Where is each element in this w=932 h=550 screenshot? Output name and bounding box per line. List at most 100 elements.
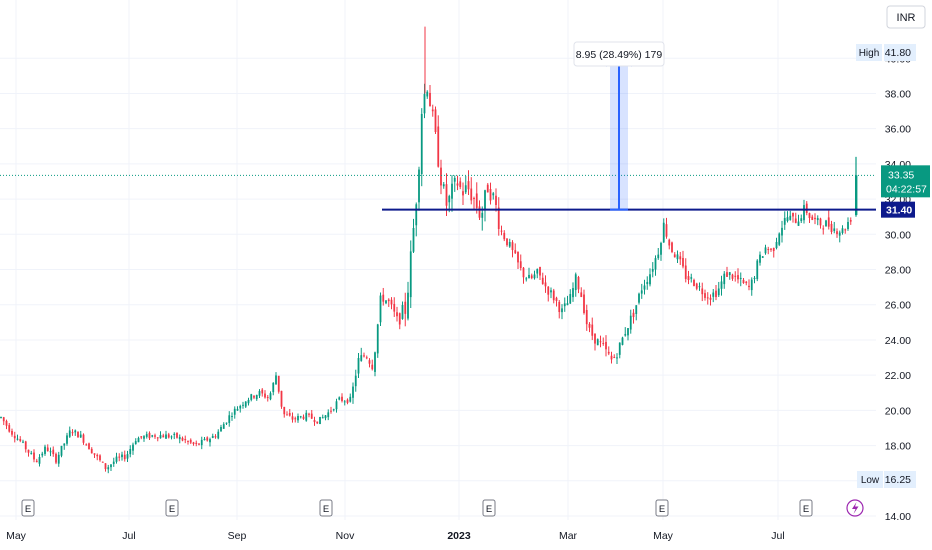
earnings-marker[interactable] — [21, 499, 35, 517]
candle-body — [618, 342, 621, 355]
candle-body — [723, 273, 726, 285]
candle-body — [313, 419, 316, 423]
candle-body — [398, 313, 401, 325]
candle-body — [519, 261, 522, 268]
candle-body — [577, 277, 580, 290]
candle-body — [110, 464, 112, 468]
candle-body — [654, 258, 657, 270]
candle-body — [319, 416, 321, 425]
candle-body — [8, 425, 11, 432]
candle-body — [761, 256, 764, 258]
candle-body — [407, 292, 409, 319]
candle-body — [453, 177, 456, 182]
time-axis[interactable]: May Jul Sep Nov 2023 Mar May Jul — [0, 520, 876, 550]
earnings-marker[interactable] — [165, 499, 179, 517]
candle-body — [244, 401, 247, 407]
candle-body — [676, 254, 679, 260]
candle-body — [396, 312, 398, 317]
candle-body — [145, 434, 148, 437]
candle-body — [264, 393, 266, 398]
candle-body — [327, 412, 330, 418]
candle-body — [275, 375, 277, 385]
candle-body — [112, 461, 115, 464]
chart-drawings[interactable]: 8.95 (28.49%) 179 — [0, 41, 876, 211]
currency-box[interactable]: INR — [886, 5, 926, 29]
candle-body — [643, 285, 646, 290]
candle-body — [269, 393, 272, 400]
candle-body — [726, 272, 728, 277]
candle-body — [679, 256, 682, 260]
candle-body — [847, 221, 849, 230]
candle-body — [478, 206, 481, 218]
candle-body — [563, 303, 566, 307]
x-tick-label: Sep — [228, 530, 247, 542]
candle-body — [38, 457, 41, 464]
price-axis[interactable]: 14.0016.0018.0020.0022.0024.0026.0028.00… — [856, 0, 932, 550]
candle-body — [778, 233, 781, 245]
candle-body — [687, 276, 690, 281]
line-price-badge — [881, 201, 915, 218]
candle-body — [649, 274, 651, 285]
candle-body — [805, 203, 808, 214]
candle-body — [280, 390, 283, 407]
candle-body — [701, 288, 704, 295]
candle-body — [101, 461, 104, 463]
earnings-marker[interactable] — [655, 499, 669, 517]
candle-body — [134, 441, 137, 445]
earnings-marker[interactable] — [799, 499, 813, 517]
candle-body — [552, 290, 555, 301]
candle-body — [27, 449, 30, 453]
candle-body — [682, 257, 684, 267]
candle-body — [651, 268, 654, 272]
candle-body — [195, 442, 198, 444]
candle-body — [550, 290, 552, 293]
candle-body — [423, 94, 426, 114]
candle-body — [434, 109, 437, 132]
candle-body — [418, 169, 420, 203]
candle-body — [731, 274, 734, 279]
earnings-marker[interactable] — [319, 499, 333, 517]
candle-body — [585, 310, 588, 325]
lightning-icon[interactable] — [846, 499, 864, 517]
line-price-value: 31.40 — [886, 205, 912, 217]
candle-body — [123, 454, 126, 460]
candle-body — [288, 413, 291, 416]
candle-body — [662, 222, 665, 243]
candle-body — [297, 415, 299, 421]
candle-body — [684, 265, 687, 279]
candle-body — [514, 250, 517, 254]
candle-body — [638, 293, 640, 303]
y-tick-label: 38.00 — [885, 88, 911, 100]
candle-body — [258, 391, 261, 396]
candle-body — [569, 294, 572, 304]
candle-body — [236, 408, 239, 411]
candle-body — [500, 230, 503, 232]
candle-body — [200, 439, 203, 446]
candle-body — [440, 167, 442, 186]
candle-body — [646, 282, 649, 285]
candle-body — [616, 357, 618, 359]
candle-body — [709, 297, 712, 300]
candle-body — [522, 267, 525, 278]
candle-body — [46, 447, 49, 452]
candle-body — [770, 248, 772, 250]
candle-body — [283, 406, 286, 415]
candle-body — [214, 436, 217, 438]
candle-body — [85, 444, 88, 446]
candle-body — [137, 437, 140, 443]
candle-body — [308, 413, 310, 415]
candle-body — [841, 228, 844, 234]
earnings-marker[interactable] — [482, 499, 496, 517]
candle-body — [115, 456, 118, 462]
candle-body — [159, 435, 162, 439]
candle-body — [602, 342, 605, 344]
candle-body — [605, 341, 607, 350]
candle-body — [822, 228, 825, 230]
x-tick-label: Nov — [336, 530, 355, 542]
candle-body — [156, 437, 159, 439]
candle-body — [574, 274, 577, 291]
candle-body — [310, 413, 313, 419]
candle-body — [79, 434, 82, 438]
